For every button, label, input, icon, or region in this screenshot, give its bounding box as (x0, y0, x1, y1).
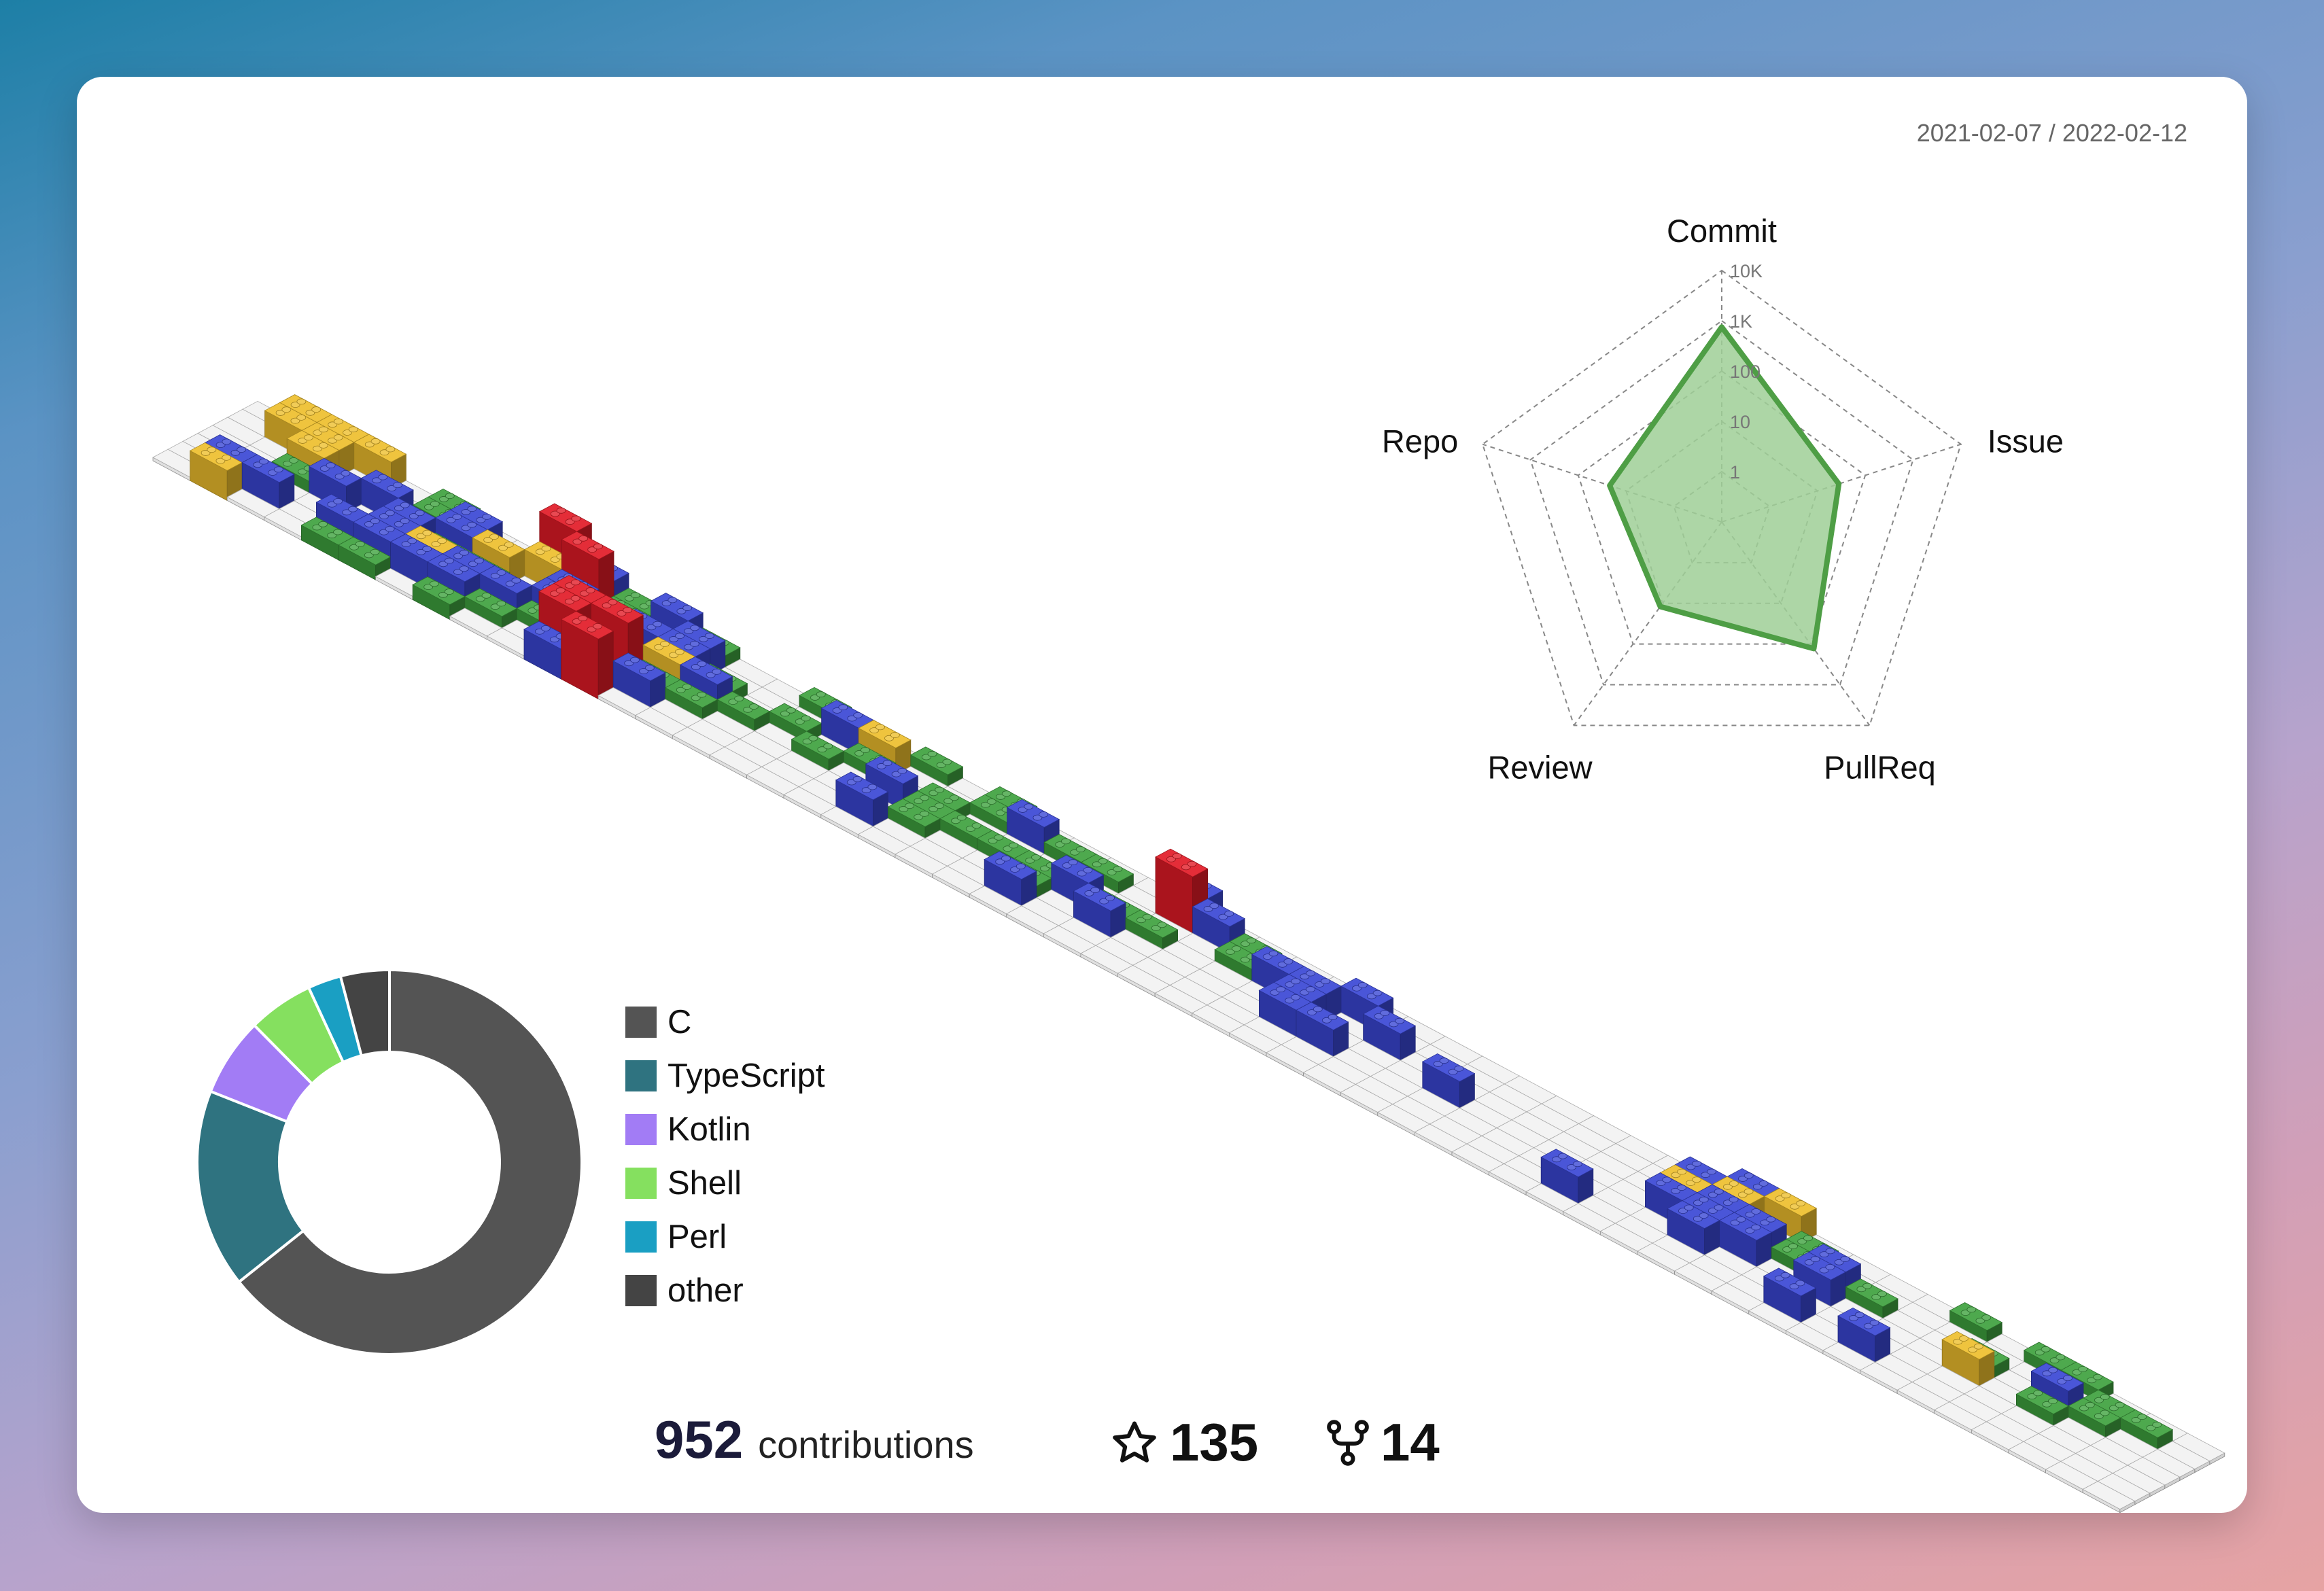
calendar-cell-52-0 (2082, 1481, 2136, 1513)
legend-label: other (667, 1272, 744, 1309)
donut-slice-other (339, 968, 391, 1057)
calendar-cell-37-1 (1540, 1149, 1594, 1208)
calendar-cell-19-2 (887, 798, 941, 843)
calendar-cell-25-3 (1125, 909, 1179, 954)
calendar-cell-5-0 (338, 536, 392, 580)
calendar-cell-46-6 (1949, 1302, 2003, 1346)
donut-slice-typescript (196, 1089, 306, 1284)
radar-tick-label: 1 (1730, 462, 1740, 483)
legend-swatch (625, 1060, 657, 1091)
radar-area (1607, 324, 1842, 652)
calendar-cell-40-2 (1667, 1200, 1720, 1259)
legend-label: Shell (667, 1164, 742, 1202)
forks-stat: 14 (1326, 1412, 1440, 1473)
legend-swatch (625, 1167, 657, 1199)
radar-tick-label: 10K (1730, 261, 1763, 281)
contributions-label: contributions (758, 1423, 974, 1466)
calendar-cell-7-0 (412, 576, 466, 620)
footer-stats: 952 contributions 135 14 (77, 1409, 2247, 1490)
calendar-cell-18-6 (909, 746, 964, 790)
radar-axis-label: Commit (1667, 213, 1777, 249)
radar-tick-label: 100 (1730, 362, 1761, 382)
calendar-cell-41-6 (1763, 1188, 1818, 1247)
radar-chart: 1 10 100 1K 10K Commit Issue PullReq Review Repo (1382, 213, 2064, 785)
contributions-count: 952 (655, 1410, 744, 1469)
calendar-cell-8-1 (464, 588, 518, 632)
period-label: 2021-02-07 / 2022-02-12 (1916, 119, 2187, 147)
language-donut-chart (196, 968, 583, 1356)
legend-item-kotlin: Kotlin (625, 1102, 884, 1156)
calendar-cell-49-3 (2015, 1386, 2069, 1430)
legend-label: Kotlin (667, 1111, 751, 1148)
radar-axis-line (1482, 443, 1722, 523)
legend-swatch (625, 1274, 657, 1306)
donut-slice-c (237, 968, 583, 1356)
legend-item-shell: Shell (625, 1156, 884, 1210)
radar-axis-label: Issue (1988, 423, 2064, 459)
radar-axis-label: Review (1487, 749, 1593, 785)
contributions-stat: 952 contributions (655, 1409, 974, 1471)
legend-item-typescript: TypeScript (625, 1049, 884, 1102)
radar-axis-label: Repo (1382, 423, 1458, 459)
calendar-cell-43-1 (1763, 1267, 1817, 1327)
calendar-cell-1-0 (189, 442, 243, 502)
legend-item-c: C (625, 995, 884, 1049)
legend-label: C (667, 1003, 692, 1041)
calendar-cell-11-0 (560, 610, 614, 700)
forks-count: 14 (1381, 1412, 1440, 1472)
legend-item-other: other (625, 1263, 884, 1317)
radar-tick-label: 1K (1730, 311, 1752, 332)
calendar-cell-12-1 (612, 652, 666, 712)
stars-count: 135 (1170, 1412, 1259, 1472)
radar-grid-ring (1529, 319, 1914, 686)
calendar-cell-51-5 (2119, 1409, 2174, 1454)
legend-label: TypeScript (667, 1057, 825, 1094)
calendar-cell-18-1 (835, 771, 889, 831)
contribution-card: 2021-02-07 / 2022-02-12 1 10 100 1K 10K Commi… (77, 77, 2247, 1513)
legend-label: Perl (667, 1218, 727, 1255)
legend-swatch (625, 1113, 657, 1145)
radar-axis-line (1573, 521, 1722, 726)
calendar-cell-45-1 (1837, 1307, 1891, 1367)
legend-item-perl: Perl (625, 1210, 884, 1263)
legend-swatch (625, 1221, 657, 1253)
legend-swatch (625, 1006, 657, 1038)
fork-icon (1327, 1419, 1369, 1466)
stars-stat: 135 (1110, 1412, 1258, 1473)
radar-grid-ring (1577, 370, 1867, 645)
star-icon (1113, 1421, 1156, 1463)
calendar-cell-41-3 (1718, 1212, 1773, 1271)
radar-tick-label: 10 (1730, 412, 1750, 432)
calendar-cell-50-4 (2068, 1397, 2121, 1441)
radar-axis-label: PullReq (1824, 749, 1936, 785)
language-legend: C TypeScript Kotlin Shell Perl other (625, 995, 884, 1317)
radar-grid-ring (1481, 269, 1962, 727)
isometric-calendar (152, 394, 2225, 1513)
